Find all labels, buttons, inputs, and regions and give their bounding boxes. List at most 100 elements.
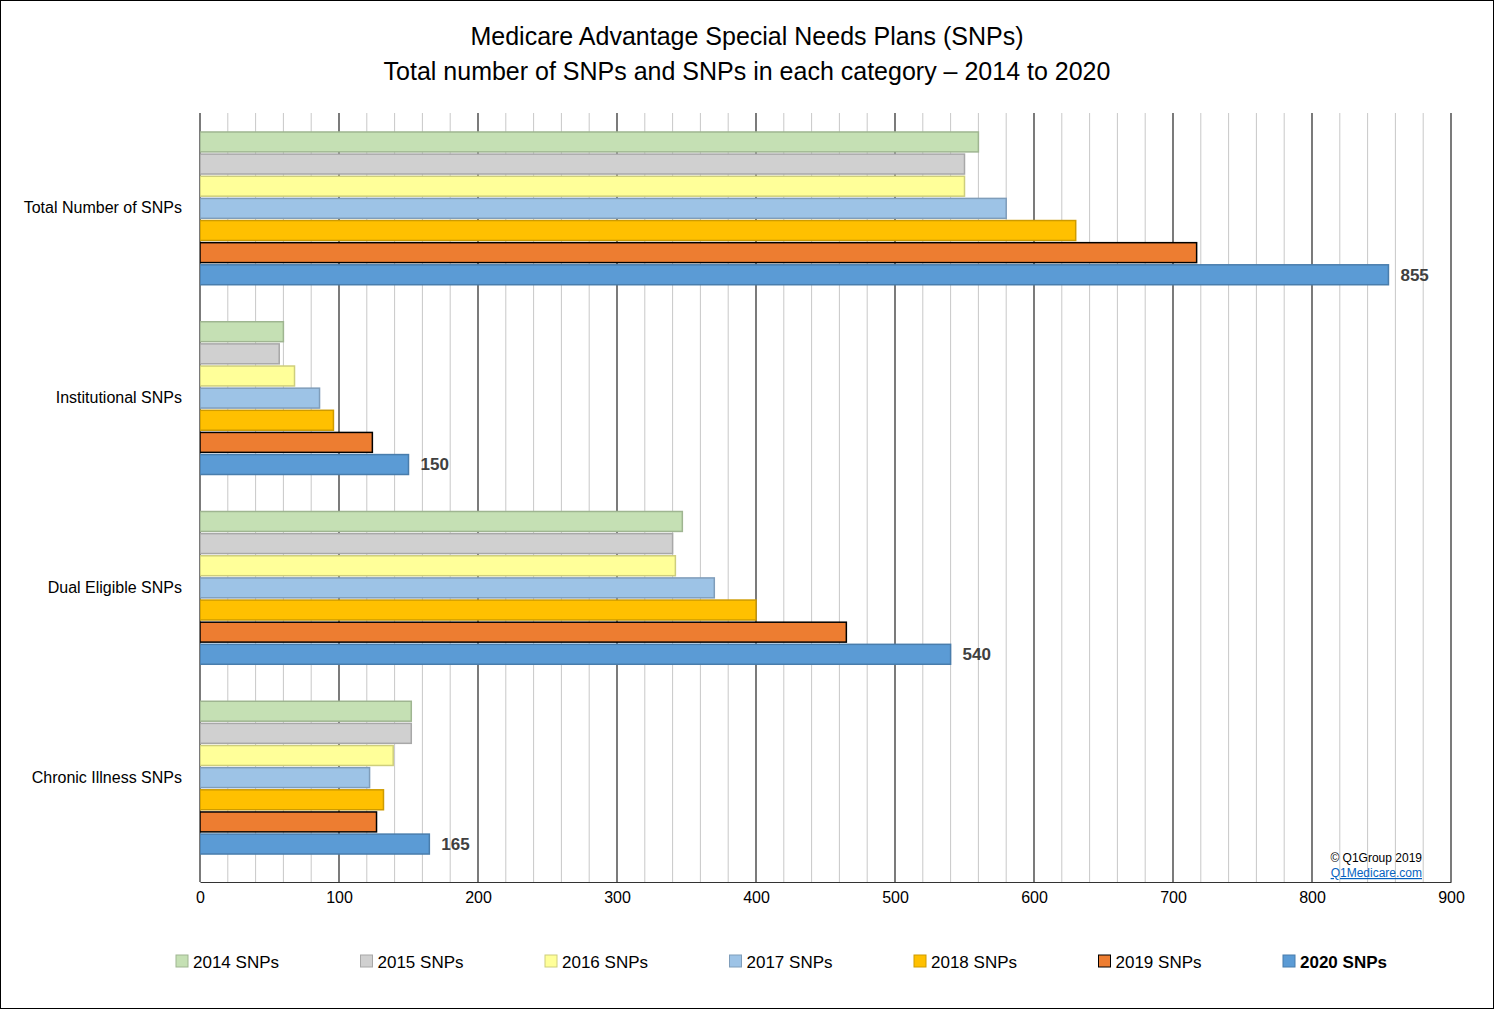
bar <box>200 132 978 152</box>
minor-grid-line <box>1339 113 1340 882</box>
legend-label: 2014 SNPs <box>193 953 279 972</box>
data-labels: 855 150 540 165 <box>421 266 1429 854</box>
minor-grid-line <box>1228 113 1229 882</box>
x-axis: 0 100 200 300 400 500 600 700 800 900 <box>196 882 1465 906</box>
bar <box>200 176 965 196</box>
legend-label: 2015 SNPs <box>378 953 464 972</box>
bar <box>200 388 320 408</box>
bar <box>200 410 333 430</box>
tick: Chronic Illness SNPs <box>32 769 200 786</box>
category-label: Total Number of SNPs <box>24 199 182 216</box>
bar <box>200 432 372 452</box>
tick-label: 600 <box>1021 889 1048 906</box>
subtitle: Total number of SNPs and SNPs in each ca… <box>384 57 1111 85</box>
minor-grid-line <box>1284 113 1285 882</box>
minor-grid-line <box>1367 113 1368 882</box>
tick-label: 400 <box>743 889 770 906</box>
title: Medicare Advantage Special Needs Plans (… <box>470 22 1023 50</box>
tick-label: 700 <box>1160 889 1187 906</box>
minor-grid-line <box>1145 113 1146 882</box>
tick-label: 0 <box>196 889 205 906</box>
legend-label: 2019 SNPs <box>1116 953 1202 972</box>
tick: 0 <box>196 882 205 906</box>
bar <box>200 455 409 475</box>
grid <box>200 113 1451 882</box>
tick: Institutional SNPs <box>56 389 200 406</box>
bar <box>200 578 714 598</box>
bar <box>200 243 1197 263</box>
bar <box>200 534 673 554</box>
tick: 500 <box>882 882 909 906</box>
legend-swatch <box>176 955 188 967</box>
annotation: © Q1Group 2019 <box>1330 851 1422 865</box>
legend-swatch <box>1099 955 1111 967</box>
category-label: Dual Eligible SNPs <box>48 579 182 596</box>
minor-grid-line <box>1423 113 1424 882</box>
bar <box>200 768 370 788</box>
bar <box>200 644 951 664</box>
tick-label: 200 <box>465 889 492 906</box>
minor-grid-line <box>1256 113 1257 882</box>
legend-label: 2018 SNPs <box>931 953 1017 972</box>
axis-line <box>200 114 201 874</box>
bar <box>200 812 377 832</box>
minor-grid-line <box>1395 113 1396 882</box>
data-label: 855 <box>1400 266 1428 285</box>
tick: 300 <box>604 882 631 906</box>
legend-swatch <box>914 955 926 967</box>
bar <box>200 723 411 743</box>
annotation: Q1Medicare.com <box>1331 866 1422 880</box>
bar <box>200 746 393 766</box>
grid-line <box>1311 113 1312 882</box>
y-axis: Total Number of SNPs Institutional SNPs Du… <box>24 114 201 874</box>
category-label: Institutional SNPs <box>56 389 182 406</box>
legend-label: 2020 SNPs <box>1300 953 1387 972</box>
tick-label: 900 <box>1438 889 1465 906</box>
tick: 600 <box>1021 882 1048 906</box>
tick-label: 300 <box>604 889 631 906</box>
data-label: 165 <box>441 835 469 854</box>
grid-line <box>1450 113 1451 882</box>
legend-label: 2017 SNPs <box>747 953 833 972</box>
bar <box>200 265 1388 285</box>
tick-label: 100 <box>326 889 353 906</box>
tick: 800 <box>1299 882 1326 906</box>
category-label: Chronic Illness SNPs <box>32 769 182 786</box>
minor-grid-line <box>1200 113 1201 882</box>
data-label: 150 <box>421 455 449 474</box>
legend-label: 2016 SNPs <box>562 953 648 972</box>
legend-swatch <box>545 955 557 967</box>
legend: 2014 SNPs 2015 SNPs 2016 SNPs 2017 SNPs 2018… <box>176 953 1387 972</box>
bar <box>200 344 279 364</box>
legend-swatch <box>1283 955 1295 967</box>
tick: 700 <box>1160 882 1187 906</box>
tick: Dual Eligible SNPs <box>48 579 200 596</box>
bar <box>200 622 846 642</box>
minor-grid-line <box>1117 113 1118 882</box>
bar <box>200 322 283 342</box>
tick-label: 800 <box>1299 889 1326 906</box>
bar <box>200 512 682 532</box>
tick: Total Number of SNPs <box>24 199 200 216</box>
bars <box>200 132 1388 854</box>
bar <box>200 790 383 810</box>
bar <box>200 701 411 721</box>
minor-grid-line <box>1089 113 1090 882</box>
bar <box>200 154 965 174</box>
bar <box>200 600 756 620</box>
legend-swatch <box>730 955 742 967</box>
tick: 200 <box>465 882 492 906</box>
tick-label: 500 <box>882 889 909 906</box>
frame <box>1 1 1494 1009</box>
data-label: 540 <box>963 645 991 664</box>
tick: 900 <box>1438 882 1465 906</box>
axis-line <box>201 882 1452 883</box>
chart: Medicare Advantage Special Needs Plans (… <box>0 0 1494 1009</box>
legend-swatch <box>361 955 373 967</box>
bar <box>200 221 1076 241</box>
tick: 100 <box>326 882 353 906</box>
bar <box>200 366 295 386</box>
bar <box>200 556 675 576</box>
tick: 400 <box>743 882 770 906</box>
bar <box>200 198 1006 218</box>
